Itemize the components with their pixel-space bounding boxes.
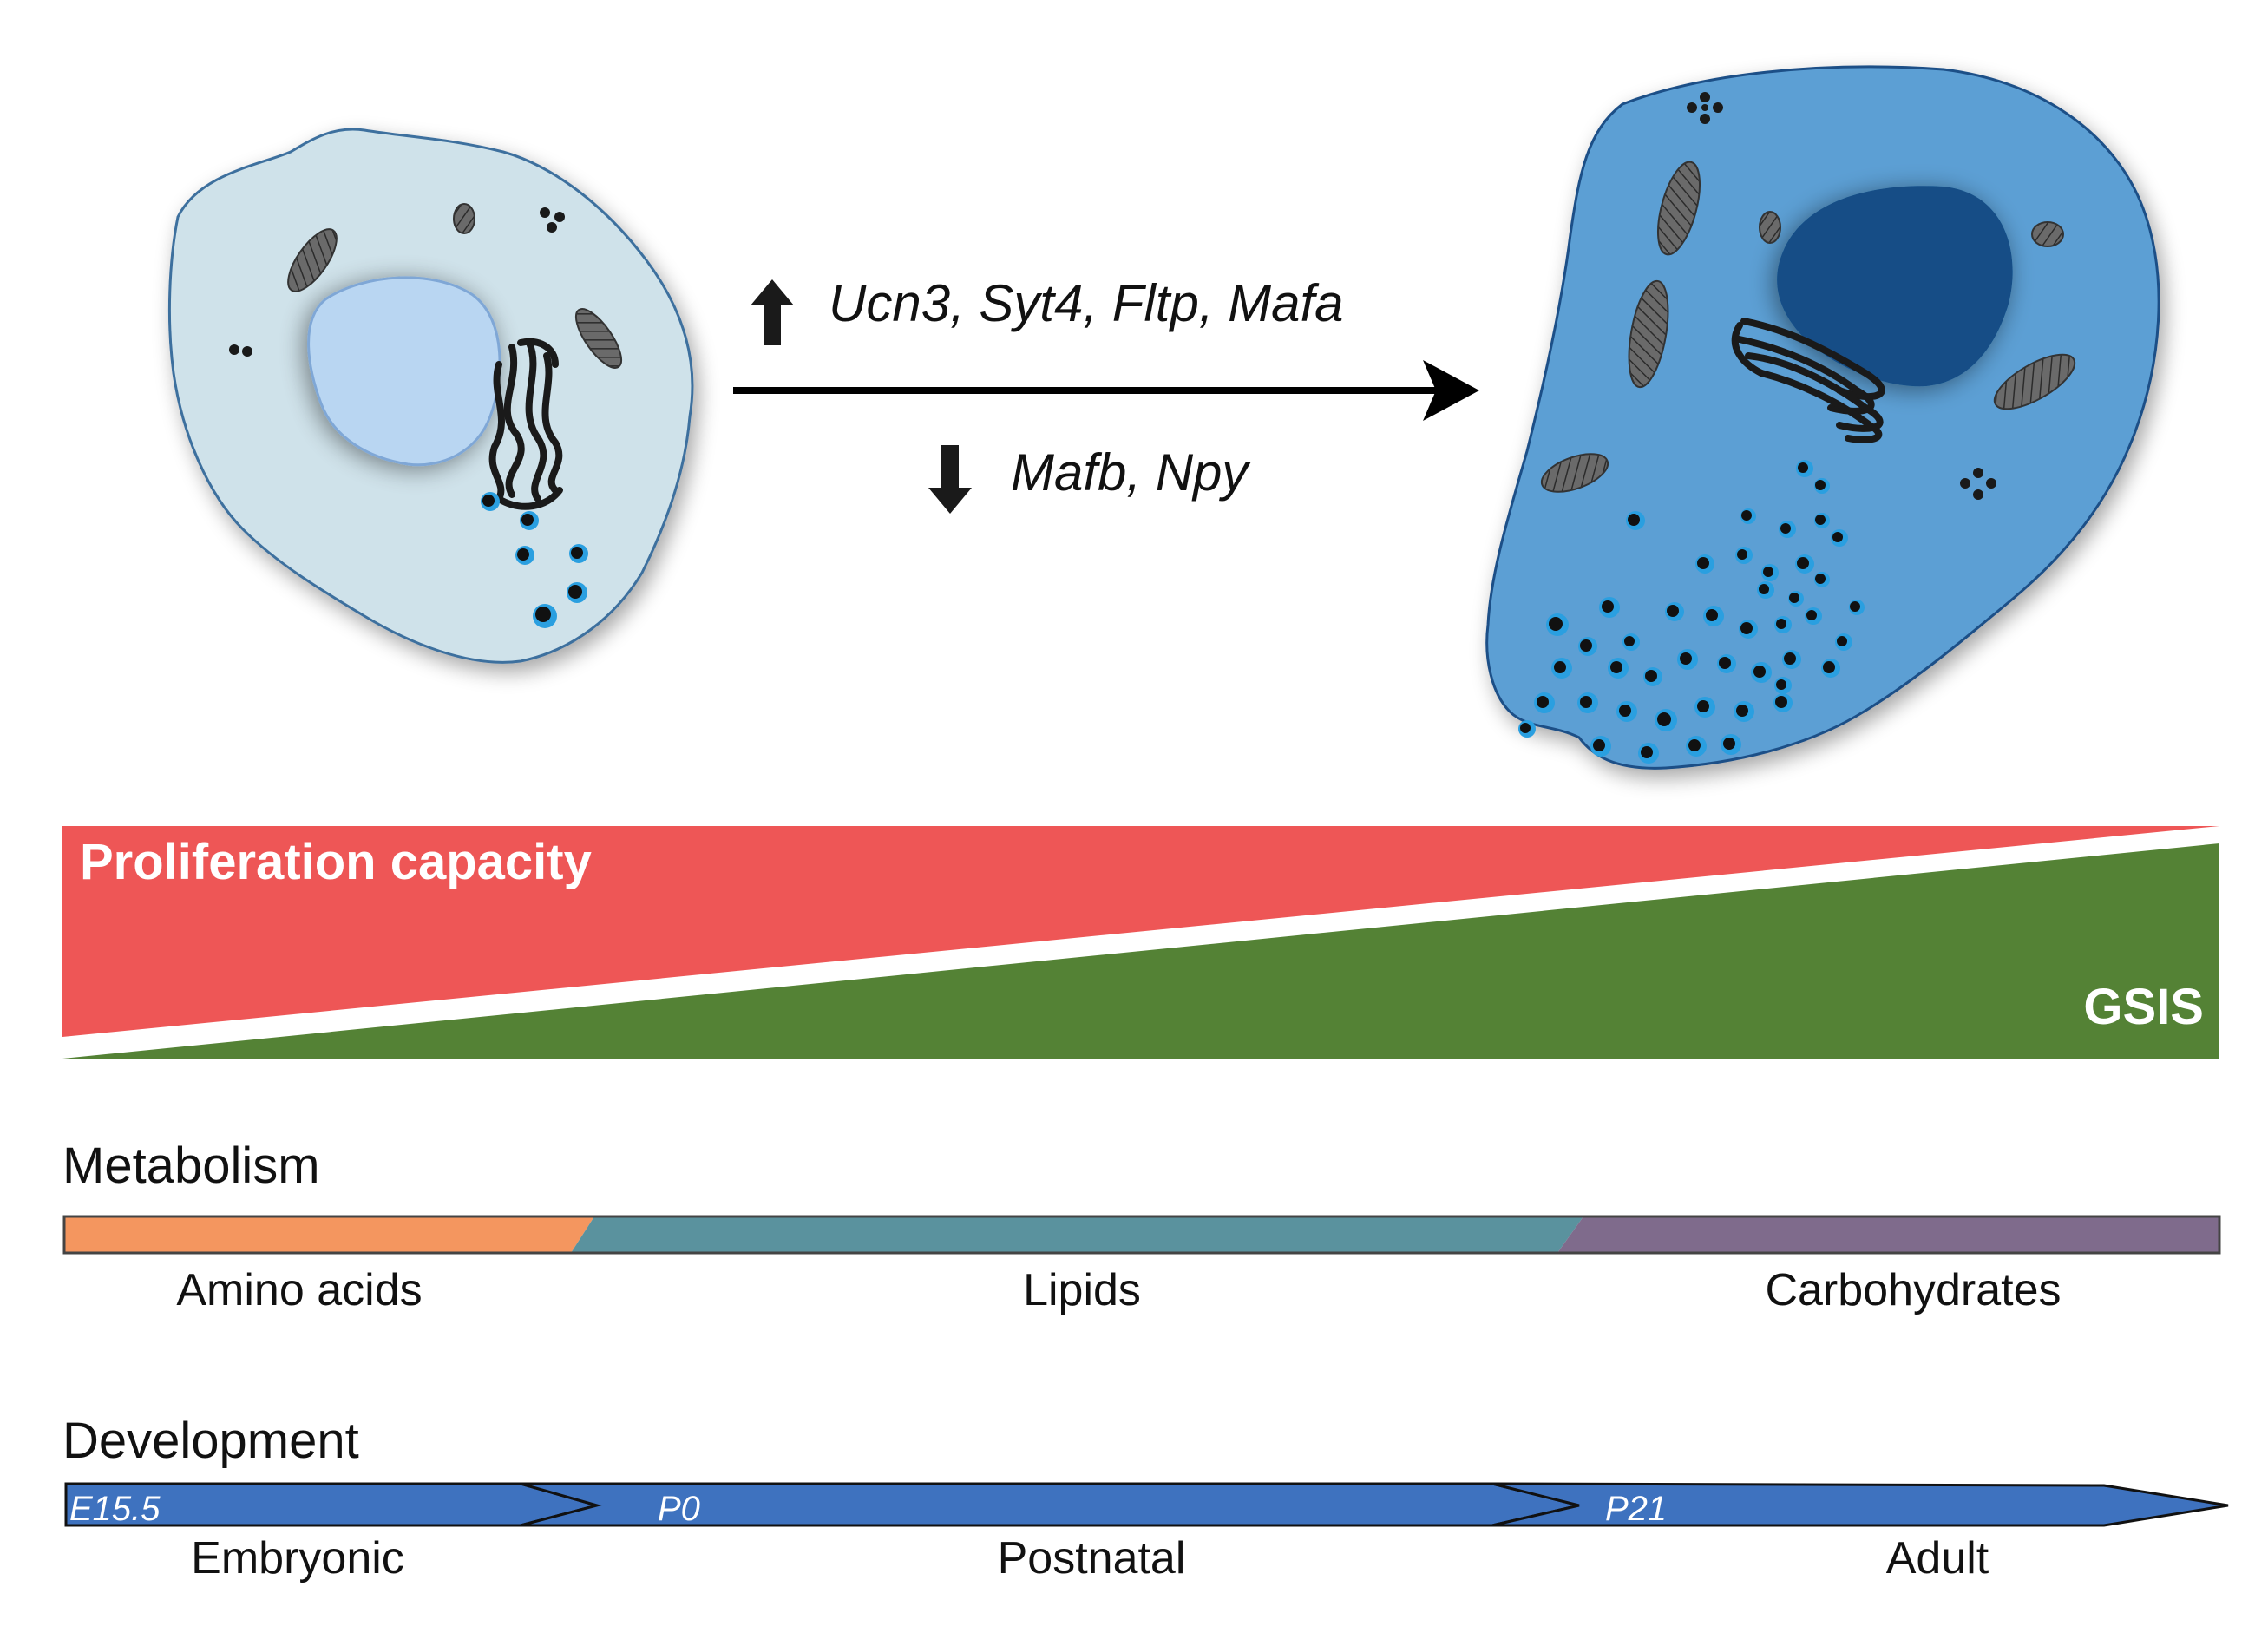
development-title: Development <box>62 1413 359 1469</box>
mature-mitochondrion <box>1657 161 1701 256</box>
embryonic-label: Embryonic <box>191 1533 404 1584</box>
insulin-granule-core <box>1549 617 1563 631</box>
insulin-granule-core <box>1763 567 1773 577</box>
mature-golgi <box>1731 318 1885 443</box>
immature-beta-cell <box>167 128 694 664</box>
insulin-granule-core <box>1815 515 1826 525</box>
lipids-segment <box>571 1216 1583 1253</box>
insulin-granule-core <box>1706 609 1718 621</box>
insulin-granule-core <box>1610 661 1622 673</box>
insulin-granule-core <box>1837 636 1847 646</box>
insulin-granule-core <box>1697 557 1709 569</box>
insulin-granule-core <box>1520 723 1531 733</box>
insulin-granule-core <box>1850 601 1860 612</box>
insulin-granule-core <box>1641 746 1653 758</box>
insulin-granule-core <box>1628 514 1640 526</box>
mature-mitochondrion <box>2031 221 2064 247</box>
mature-insulin-granules <box>1518 460 1865 764</box>
insulin-granule-core <box>1798 462 1808 473</box>
lipids-label: Lipids <box>1023 1265 1141 1315</box>
insulin-granule-core <box>1624 636 1635 646</box>
gsis-triangle <box>62 843 2219 1059</box>
immature-vesicle-dots <box>229 207 565 357</box>
insulin-granule-core <box>1667 605 1679 617</box>
metabolism-title: Metabolism <box>62 1138 320 1194</box>
insulin-granule-core <box>1736 705 1748 717</box>
insulin-granule-core <box>1723 738 1735 750</box>
upregulated-genes: Ucn3, Syt4, Fltp, Mafa <box>829 274 1344 332</box>
insulin-granule-core <box>1823 661 1835 673</box>
amino-acids-segment <box>64 1216 594 1253</box>
carbohydrates-segment <box>1557 1216 2219 1253</box>
proliferation-triangle <box>62 826 2219 1037</box>
insulin-granule-core <box>1815 480 1826 490</box>
insulin-granule-core <box>1688 739 1701 751</box>
insulin-granule-core <box>1680 652 1692 665</box>
immature-mitochondrion <box>287 228 338 292</box>
immature-mitochondrion <box>453 203 475 234</box>
mature-nucleus <box>1777 186 2013 387</box>
insulin-granule-core <box>1537 696 1549 708</box>
down-arrow-icon <box>928 445 972 514</box>
insulin-granule-core <box>1719 657 1731 669</box>
insulin-granule-core <box>1580 639 1592 652</box>
immature-mitochondrion <box>574 308 623 369</box>
mature-mitochondrion <box>1993 353 2076 410</box>
gsis-label: GSIS <box>2083 979 2204 1035</box>
insulin-granule-core <box>1806 610 1817 620</box>
proliferation-label: Proliferation capacity <box>80 834 592 890</box>
insulin-granule-core <box>1780 523 1791 534</box>
insulin-granule-core <box>1619 705 1631 717</box>
metabolism-track: Metabolism Amino acids Lipids Carbohydra… <box>62 1138 2221 1315</box>
insulin-granule-core <box>1789 593 1799 603</box>
up-arrow-icon <box>751 279 794 345</box>
insulin-granule-core <box>1759 584 1769 594</box>
insulin-granule-core <box>1784 652 1796 665</box>
carbohydrates-label: Carbohydrates <box>1765 1265 2061 1315</box>
adult-arrow <box>1491 1482 2229 1527</box>
downregulated-genes: Mafb, Npy <box>1011 443 1251 502</box>
insulin-granule-core <box>1593 739 1605 751</box>
insulin-granule-core <box>1741 510 1752 521</box>
marker-e15-5: E15.5 <box>69 1490 161 1528</box>
immature-nucleus <box>307 276 501 467</box>
immature-insulin-granules <box>481 492 588 628</box>
insulin-granule-core <box>1580 696 1592 708</box>
insulin-granule-core <box>1657 712 1671 726</box>
insulin-granule-core <box>1832 532 1843 542</box>
mature-mitochondrion <box>1540 453 1609 493</box>
postnatal-label: Postnatal <box>998 1533 1186 1584</box>
mature-vesicle-dots <box>1687 92 1996 500</box>
insulin-granule-core <box>1815 574 1826 584</box>
amino-acids-label: Amino acids <box>176 1265 422 1315</box>
insulin-granule-core <box>1797 557 1809 569</box>
insulin-granule-core <box>1554 661 1566 673</box>
insulin-granule-core <box>1776 679 1786 690</box>
marker-p21: P21 <box>1605 1490 1667 1528</box>
insulin-granule-core <box>1740 622 1753 634</box>
mature-mitochondrion <box>1628 279 1669 389</box>
insulin-granule-core <box>1602 600 1614 613</box>
adult-label: Adult <box>1886 1533 1989 1584</box>
insulin-granule-core <box>1697 700 1709 712</box>
insulin-granule-core <box>1645 670 1657 682</box>
insulin-granule-core <box>1737 549 1747 560</box>
mature-mitochondrion <box>1759 211 1781 244</box>
marker-p0: P0 <box>658 1490 700 1528</box>
mature-beta-cell <box>1485 65 2160 770</box>
immature-golgi <box>488 338 563 510</box>
insulin-granule-core <box>1775 696 1787 708</box>
proliferation-gsis-gradient: Proliferation capacity GSIS <box>62 826 2219 1059</box>
development-track: Development E15.5 P0 P21 Embryonic Postn… <box>62 1413 2229 1584</box>
insulin-granule-core <box>1776 619 1786 629</box>
insulin-granule-core <box>1753 666 1766 678</box>
maturation-arrow <box>733 360 1479 421</box>
